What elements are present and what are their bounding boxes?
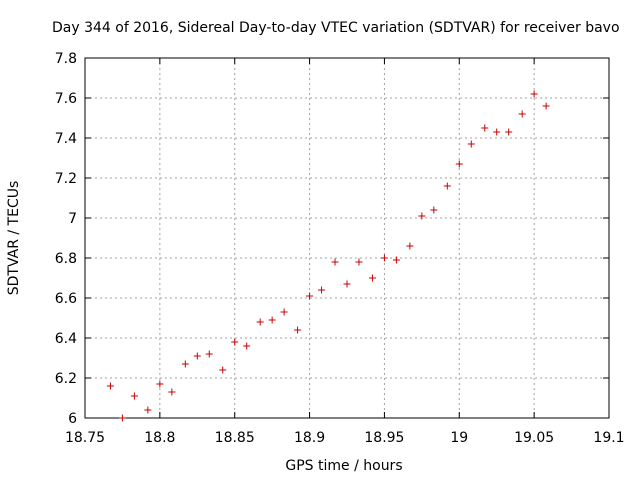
x-tick-label: 18.8 bbox=[144, 430, 175, 446]
y-tick-labels: 6 6.2 6.4 6.6 6.8 7 7.2 7.4 7.6 7.8 bbox=[55, 51, 77, 427]
data-point bbox=[418, 212, 426, 220]
x-tick-label: 18.85 bbox=[215, 430, 255, 446]
data-point bbox=[256, 318, 264, 326]
y-tick-label: 7 bbox=[68, 211, 77, 227]
data-point bbox=[205, 350, 213, 358]
x-tick-label: 18.75 bbox=[65, 430, 105, 446]
data-point bbox=[481, 124, 489, 132]
axis-ticks bbox=[84, 57, 610, 419]
chart-title: Day 344 of 2016, Sidereal Day-to-day VTE… bbox=[52, 20, 620, 36]
data-point bbox=[193, 352, 201, 360]
y-tick-label: 7.2 bbox=[55, 171, 77, 187]
data-point bbox=[430, 206, 438, 214]
data-point bbox=[181, 360, 189, 368]
data-point bbox=[443, 182, 451, 190]
x-tick-label: 18.9 bbox=[294, 430, 325, 446]
y-tick-label: 7.8 bbox=[55, 51, 77, 67]
x-tick-label: 18.95 bbox=[364, 430, 404, 446]
data-point bbox=[368, 274, 376, 282]
data-point bbox=[318, 286, 326, 294]
y-tick-label: 6.8 bbox=[55, 251, 77, 267]
y-tick-label: 6.4 bbox=[55, 331, 77, 347]
x-tick-labels: 18.75 18.8 18.85 18.9 18.95 19 19.05 19.1 bbox=[65, 430, 625, 446]
data-point bbox=[518, 110, 526, 118]
x-tick-label: 19.05 bbox=[514, 430, 554, 446]
x-tick-label: 19 bbox=[450, 430, 468, 446]
data-point bbox=[106, 382, 114, 390]
data-point bbox=[455, 160, 463, 168]
data-point bbox=[467, 140, 475, 148]
data-point bbox=[294, 326, 302, 334]
data-point bbox=[243, 342, 251, 350]
data-point bbox=[505, 128, 513, 136]
x-axis-label: GPS time / hours bbox=[285, 458, 402, 474]
data-point bbox=[355, 258, 363, 266]
data-point bbox=[156, 380, 164, 388]
data-point bbox=[306, 292, 314, 300]
data-points bbox=[106, 90, 550, 422]
data-point bbox=[406, 242, 414, 250]
y-axis-label: SDTVAR / TECUs bbox=[6, 181, 22, 296]
data-point bbox=[168, 388, 176, 396]
data-point bbox=[380, 254, 388, 262]
y-tick-label: 7.6 bbox=[55, 91, 77, 107]
x-tick-label: 19.1 bbox=[593, 430, 624, 446]
data-point bbox=[331, 258, 339, 266]
data-point bbox=[542, 102, 550, 110]
y-tick-label: 6.2 bbox=[55, 371, 77, 387]
data-point bbox=[219, 366, 227, 374]
data-point bbox=[118, 414, 126, 422]
data-point bbox=[493, 128, 501, 136]
data-point bbox=[231, 338, 239, 346]
data-point bbox=[343, 280, 351, 288]
data-point bbox=[280, 308, 288, 316]
grid-lines bbox=[85, 58, 609, 418]
data-point bbox=[392, 256, 400, 264]
plot-frame bbox=[84, 57, 610, 419]
data-point bbox=[530, 90, 538, 98]
data-point bbox=[268, 316, 276, 324]
y-tick-label: 6 bbox=[68, 411, 77, 427]
data-point bbox=[130, 392, 138, 400]
y-tick-label: 6.6 bbox=[55, 291, 77, 307]
data-point bbox=[144, 406, 152, 414]
y-tick-label: 7.4 bbox=[55, 131, 77, 147]
